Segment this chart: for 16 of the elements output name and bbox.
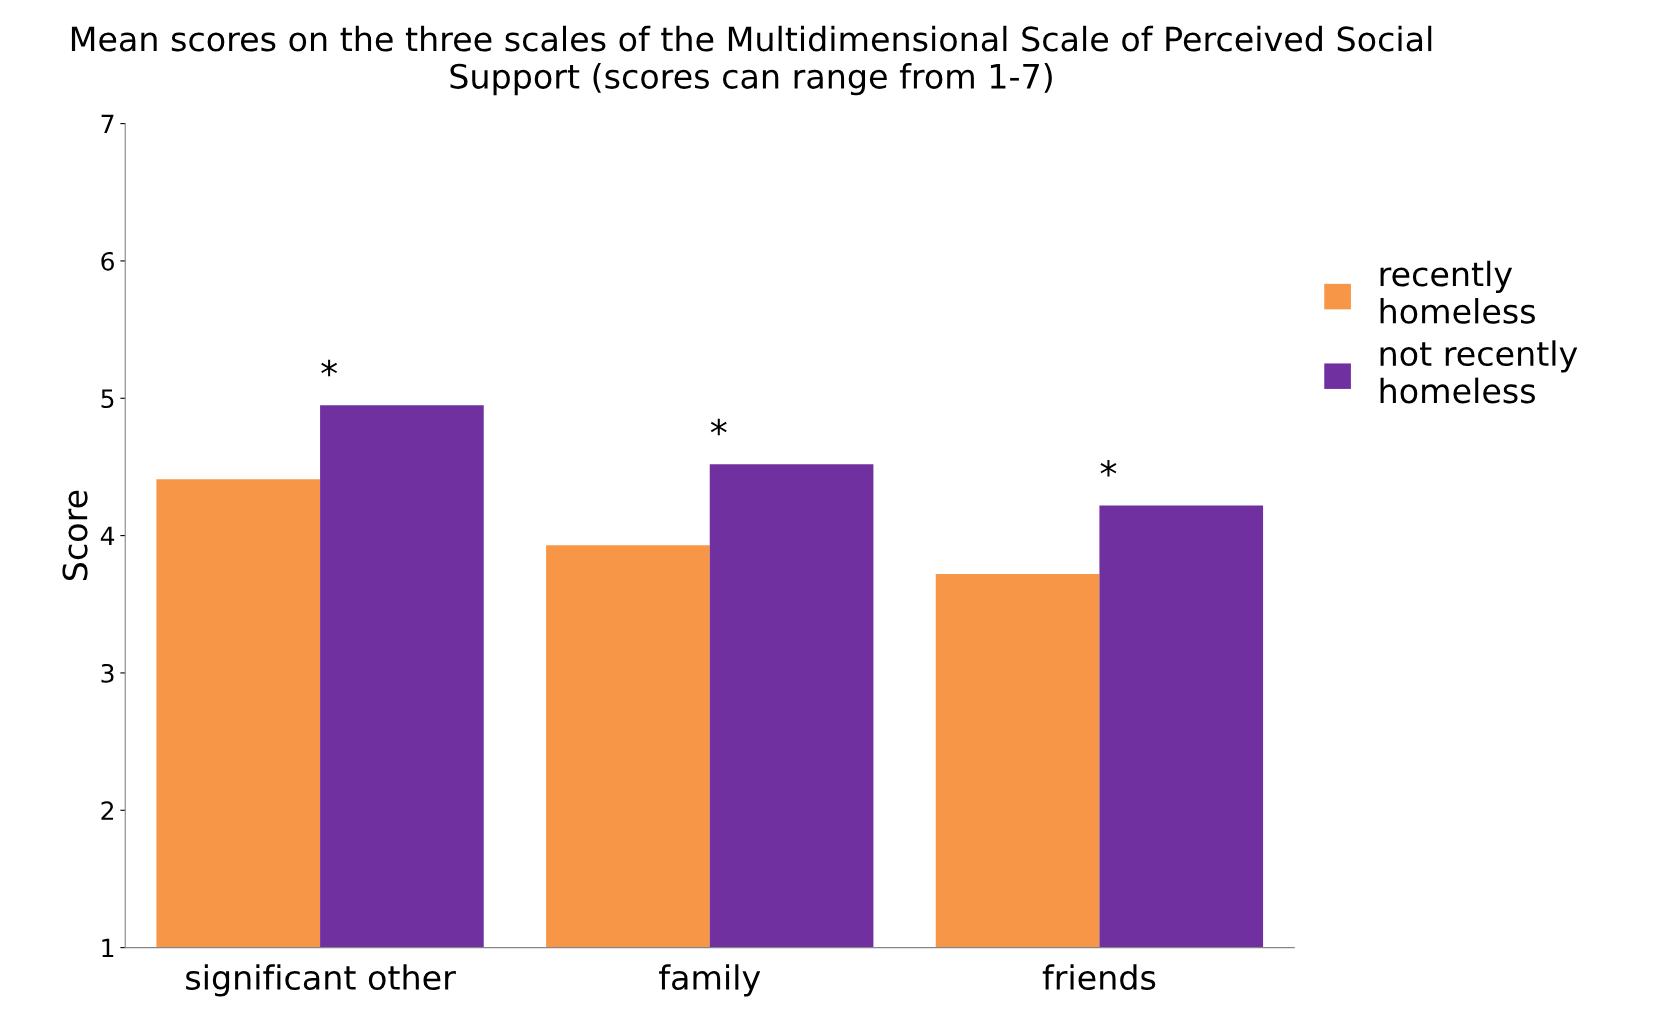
x-tick-label: significant other xyxy=(186,964,456,997)
annotation: * xyxy=(1100,459,1117,477)
y-tick-label: 4 xyxy=(100,526,115,546)
y-tick-label: 1 xyxy=(102,938,114,958)
y-tick-label: 6 xyxy=(101,251,114,271)
chart-title: Mean scores on the three scales of the Multidimensional Scale of Perceived Social Support (scores can range from 1-7) xyxy=(71,25,1432,96)
annotation: * xyxy=(710,418,727,436)
y-tick-label: 3 xyxy=(101,663,114,683)
y-tick-label: 7 xyxy=(101,114,114,134)
y-tick-label: 5 xyxy=(101,389,114,409)
x-tick-label: friends xyxy=(1042,964,1156,991)
x-tick-label: family xyxy=(659,964,761,997)
legend-label: not recently homeless xyxy=(1380,340,1578,404)
y-tick-label: 2 xyxy=(101,801,114,820)
y-axis-title: Score xyxy=(62,490,88,581)
annotation: * xyxy=(321,359,338,377)
